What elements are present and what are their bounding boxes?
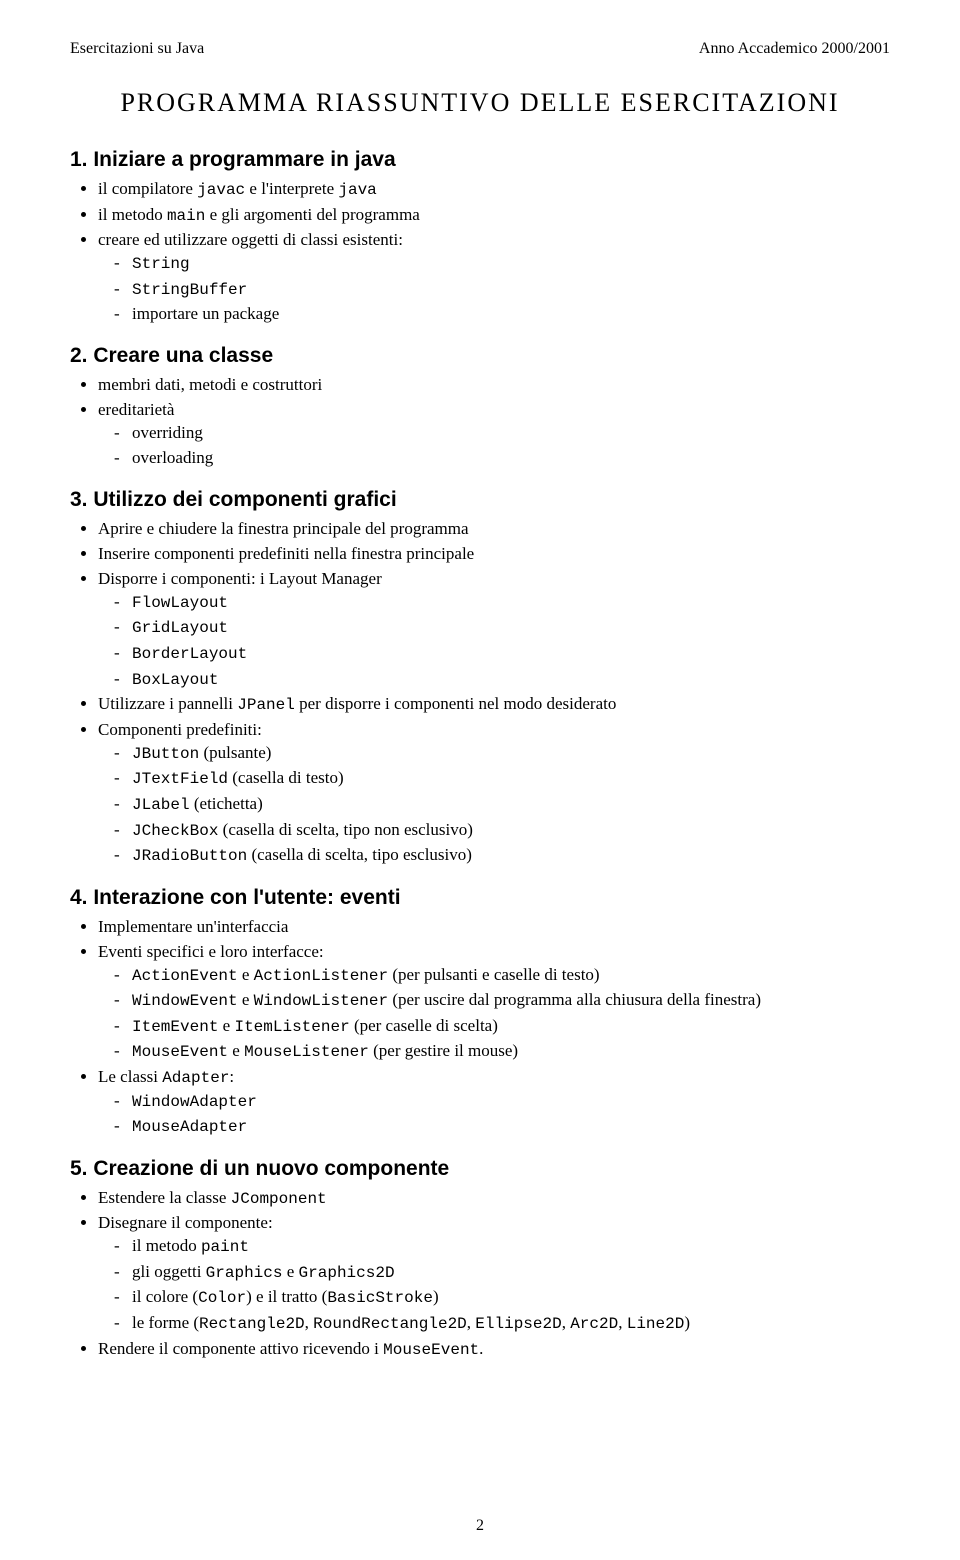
list-item: FlowLayout [116, 591, 890, 615]
section-1-list: il compilatore javac e l'interprete java… [98, 178, 890, 326]
list-item: JRadioButton (casella di scelta, tipo es… [116, 844, 890, 868]
section-5-list: Estendere la classe JComponent Disegnare… [98, 1187, 890, 1362]
header-right: Anno Accademico 2000/2001 [699, 40, 890, 58]
sub-list: String StringBuffer importare un package [116, 252, 890, 326]
page-header: Esercitazioni su Java Anno Accademico 20… [70, 40, 890, 58]
list-item: ereditarietà overriding overloading [98, 399, 890, 470]
list-item: Eventi specifici e loro interfacce: Acti… [98, 941, 890, 1064]
list-item: Utilizzare i pannelli JPanel per disporr… [98, 693, 890, 717]
list-item: Componenti predefiniti: JButton (pulsant… [98, 719, 890, 868]
list-item: Rendere il componente attivo ricevendo i… [98, 1338, 890, 1362]
list-item: importare un package [116, 303, 890, 326]
list-item: Disegnare il componente: il metodo paint… [98, 1212, 890, 1335]
sub-list: il metodo paint gli oggetti Graphics e G… [116, 1235, 890, 1335]
section-3-heading: 3. Utilizzo dei componenti grafici [70, 488, 890, 512]
section-3-list: Aprire e chiudere la finestra principale… [98, 518, 890, 868]
list-item: Aprire e chiudere la finestra principale… [98, 518, 890, 541]
list-item: overloading [116, 447, 890, 470]
page-number: 2 [476, 1517, 484, 1535]
sub-list: ActionEvent e ActionListener (per pulsan… [116, 964, 890, 1064]
list-item: il compilatore javac e l'interprete java [98, 178, 890, 202]
list-item: ActionEvent e ActionListener (per pulsan… [116, 964, 890, 988]
list-item: WindowAdapter [116, 1090, 890, 1114]
list-item: il colore (Color) e il tratto (BasicStro… [116, 1286, 890, 1310]
sub-list: WindowAdapter MouseAdapter [116, 1090, 890, 1139]
list-item: JCheckBox (casella di scelta, tipo non e… [116, 819, 890, 843]
list-item: Inserire componenti predefiniti nella fi… [98, 543, 890, 566]
list-item: JLabel (etichetta) [116, 793, 890, 817]
list-item: BoxLayout [116, 668, 890, 692]
list-item: ItemEvent e ItemListener (per caselle di… [116, 1015, 890, 1039]
list-item: GridLayout [116, 616, 890, 640]
list-item: le forme (Rectangle2D, RoundRectangle2D,… [116, 1312, 890, 1336]
list-item: String [116, 252, 890, 276]
list-item: BorderLayout [116, 642, 890, 666]
list-item: membri dati, metodi e costruttori [98, 374, 890, 397]
list-item: gli oggetti Graphics e Graphics2D [116, 1261, 890, 1285]
sub-list: overriding overloading [116, 422, 890, 470]
section-4-heading: 4. Interazione con l'utente: eventi [70, 886, 890, 910]
list-item: WindowEvent e WindowListener (per uscire… [116, 989, 890, 1013]
list-item: StringBuffer [116, 278, 890, 302]
list-item: JButton (pulsante) [116, 742, 890, 766]
list-item: Disporre i componenti: i Layout Manager … [98, 568, 890, 691]
list-item: Le classi Adapter: WindowAdapter MouseAd… [98, 1066, 890, 1139]
list-item: Implementare un'interfaccia [98, 916, 890, 939]
sub-list: JButton (pulsante) JTextField (casella d… [116, 742, 890, 868]
list-item: MouseAdapter [116, 1115, 890, 1139]
list-item: creare ed utilizzare oggetti di classi e… [98, 229, 890, 326]
section-1-heading: 1. Iniziare a programmare in java [70, 148, 890, 172]
sub-list: FlowLayout GridLayout BorderLayout BoxLa… [116, 591, 890, 691]
main-title: PROGRAMMA RIASSUNTIVO DELLE ESERCITAZION… [70, 88, 890, 118]
list-item: Estendere la classe JComponent [98, 1187, 890, 1211]
list-item: JTextField (casella di testo) [116, 767, 890, 791]
section-2-heading: 2. Creare una classe [70, 344, 890, 368]
list-item: MouseEvent e MouseListener (per gestire … [116, 1040, 890, 1064]
list-item: il metodo paint [116, 1235, 890, 1259]
header-left: Esercitazioni su Java [70, 40, 204, 58]
section-5-heading: 5. Creazione di un nuovo componente [70, 1157, 890, 1181]
section-2-list: membri dati, metodi e costruttori eredit… [98, 374, 890, 470]
list-item: overriding [116, 422, 890, 445]
list-item: il metodo main e gli argomenti del progr… [98, 204, 890, 228]
section-4-list: Implementare un'interfaccia Eventi speci… [98, 916, 890, 1139]
